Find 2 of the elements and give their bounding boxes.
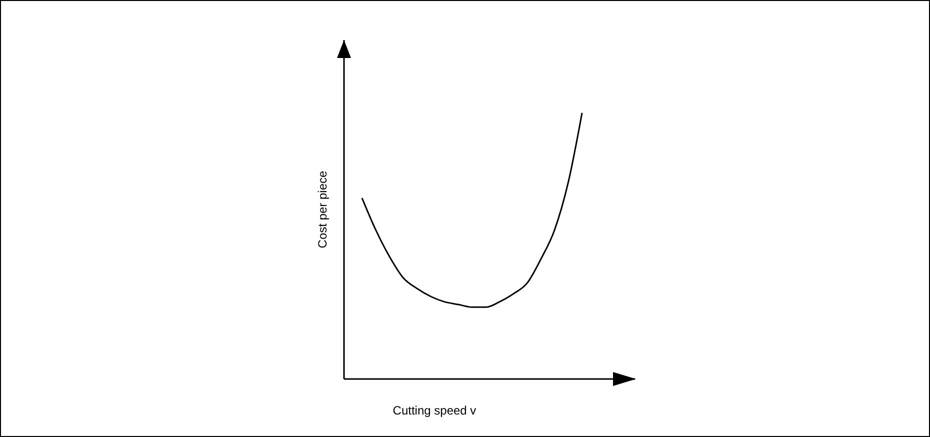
x-axis-title: Cutting speed v xyxy=(392,403,476,418)
y-axis-title: Cost per piece xyxy=(315,170,330,248)
